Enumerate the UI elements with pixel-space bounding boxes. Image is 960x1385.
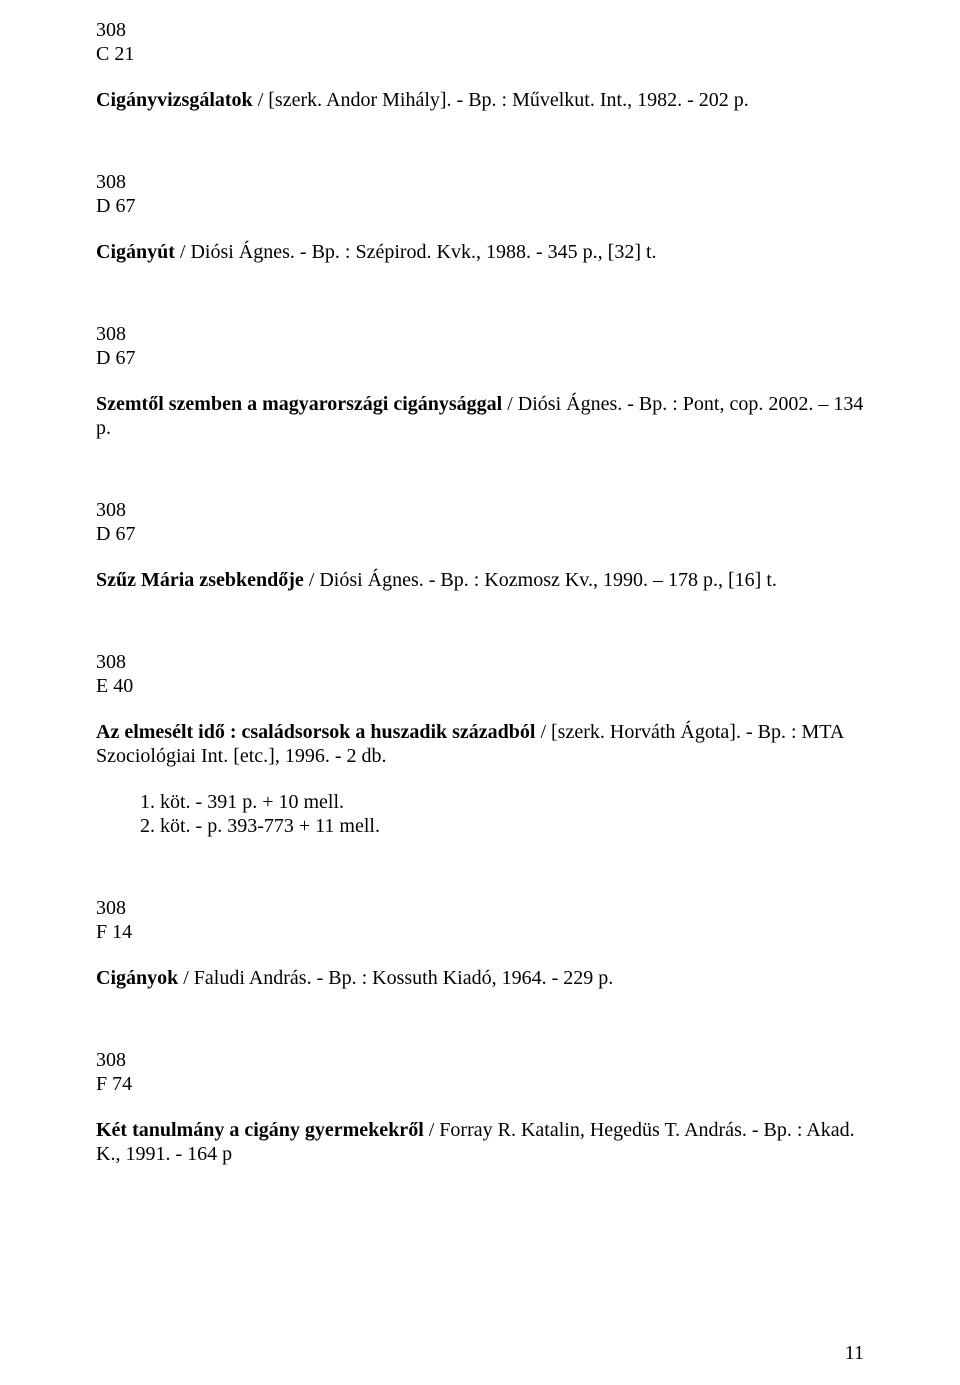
bibliography-entry: 308 F 74 Két tanulmány a cigány gyermeke… [96, 1048, 864, 1166]
entry-citation: Szűz Mária zsebkendője / Diósi Ágnes. - … [96, 568, 864, 592]
bibliography-entry: 308 D 67 Szemtől szemben a magyarországi… [96, 322, 864, 440]
entry-title: Cigányok [96, 967, 178, 989]
entry-citation: Cigányok / Faludi András. - Bp. : Kossut… [96, 966, 864, 990]
bibliography-entry: 308 F 14 Cigányok / Faludi András. - Bp.… [96, 896, 864, 990]
entry-title: Szűz Mária zsebkendője [96, 569, 304, 591]
class-code: 308 [96, 18, 864, 42]
volume-list: 1. köt. - 391 p. + 10 mell. 2. köt. - p.… [96, 790, 864, 838]
class-code: 308 [96, 498, 864, 522]
entry-citation: Szemtől szemben a magyarországi cigánysá… [96, 392, 864, 440]
volume-item: 2. köt. - p. 393-773 + 11 mell. [140, 814, 864, 838]
entry-title: Szemtől szemben a magyarországi cigánysá… [96, 393, 502, 415]
entry-title: Cigányút [96, 241, 175, 263]
class-code: 308 [96, 896, 864, 920]
volume-num: 1. [140, 791, 155, 813]
entry-citation: Cigányvizsgálatok / [szerk. Andor Mihály… [96, 88, 864, 112]
volume-item: 1. köt. - 391 p. + 10 mell. [140, 790, 864, 814]
entry-details: / [szerk. Andor Mihály]. - Bp. : Művelku… [253, 89, 749, 111]
class-code: 308 [96, 1048, 864, 1072]
entry-citation: Az elmesélt idő : családsorsok a huszadi… [96, 720, 864, 768]
entry-citation: Cigányút / Diósi Ágnes. - Bp. : Szépirod… [96, 240, 864, 264]
shelf-code: E 40 [96, 674, 864, 698]
class-code: 308 [96, 170, 864, 194]
bibliography-entry: 308 D 67 Szűz Mária zsebkendője / Diósi … [96, 498, 864, 592]
entry-details: / Diósi Ágnes. - Bp. : Kozmosz Kv., 1990… [304, 569, 777, 591]
page-number: 11 [845, 1341, 864, 1365]
entry-title: Cigányvizsgálatok [96, 89, 253, 111]
shelf-code: D 67 [96, 522, 864, 546]
bibliography-entry: 308 D 67 Cigányút / Diósi Ágnes. - Bp. :… [96, 170, 864, 264]
shelf-code: D 67 [96, 346, 864, 370]
entry-details: / Diósi Ágnes. - Bp. : Szépirod. Kvk., 1… [175, 241, 657, 263]
volume-text: köt. - 391 p. + 10 mell. [155, 791, 344, 813]
entry-details: / Faludi András. - Bp. : Kossuth Kiadó, … [178, 967, 613, 989]
shelf-code: C 21 [96, 42, 864, 66]
shelf-code: D 67 [96, 194, 864, 218]
shelf-code: F 74 [96, 1072, 864, 1096]
shelf-code: F 14 [96, 920, 864, 944]
entry-citation: Két tanulmány a cigány gyermekekről / Fo… [96, 1118, 864, 1166]
class-code: 308 [96, 650, 864, 674]
class-code: 308 [96, 322, 864, 346]
bibliography-entry: 308 C 21 Cigányvizsgálatok / [szerk. And… [96, 18, 864, 112]
entry-title: Az elmesélt idő : családsorsok a huszadi… [96, 721, 535, 743]
volume-text: 2. köt. - p. 393-773 + 11 mell. [140, 815, 380, 837]
entry-title: Két tanulmány a cigány gyermekekről [96, 1119, 424, 1141]
bibliography-entry: 308 E 40 Az elmesélt idő : családsorsok … [96, 650, 864, 838]
